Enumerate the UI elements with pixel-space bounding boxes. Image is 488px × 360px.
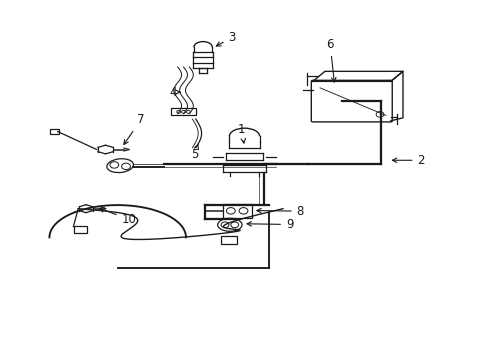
Text: 8: 8 xyxy=(256,205,304,218)
Text: 2: 2 xyxy=(391,154,424,167)
Bar xyxy=(221,236,236,244)
Bar xyxy=(171,108,195,116)
Bar xyxy=(74,226,86,233)
Bar xyxy=(50,129,59,134)
Text: 1: 1 xyxy=(238,122,245,143)
Text: 6: 6 xyxy=(326,38,335,82)
Bar xyxy=(222,204,251,218)
Text: 10: 10 xyxy=(100,208,136,226)
Text: 5: 5 xyxy=(190,144,198,161)
Text: 3: 3 xyxy=(216,31,235,46)
Text: 4: 4 xyxy=(168,86,180,99)
Text: 9: 9 xyxy=(246,218,293,231)
Text: 7: 7 xyxy=(123,113,144,144)
